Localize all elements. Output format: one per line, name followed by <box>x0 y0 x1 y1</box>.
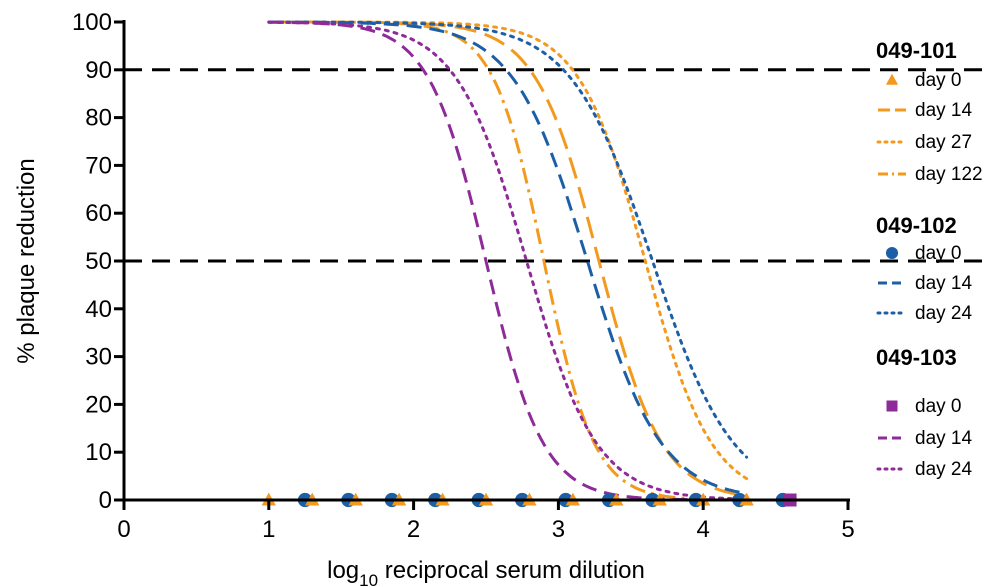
plot-area <box>124 20 988 508</box>
curve-049-101-day-14 <box>268 20 747 498</box>
legend-label: day 14 <box>915 273 972 294</box>
y-tick-label: 60 <box>85 200 112 227</box>
x-tick-label: 0 <box>117 516 130 543</box>
curve-049-101-day-122 <box>268 20 747 502</box>
legend-group-title: 049-101 <box>876 38 957 63</box>
legend: 049-101 day 0 day 14 day 27 day 122 049-102 da… <box>876 38 983 480</box>
y-tick-label: 10 <box>85 439 112 466</box>
legend-label: day 0 <box>915 396 961 417</box>
y-tick-label: 0 <box>99 487 112 514</box>
x-axis-title-rest: reciprocal serum dilution <box>378 557 645 584</box>
legend-label: day 122 <box>915 164 983 185</box>
x-tick-label: 3 <box>552 516 565 543</box>
x-axis-title-prefix: log <box>327 557 359 584</box>
x-axis-title-subscript: 10 <box>359 571 378 587</box>
y-tick-label: 20 <box>85 391 112 418</box>
curve-049-103-day-14 <box>268 20 747 502</box>
x-tick-label: 1 <box>262 516 275 543</box>
legend-group-title: 049-103 <box>876 345 957 370</box>
y-axis-title: % plaque reduction <box>13 158 40 363</box>
legend-marker-square <box>886 400 898 412</box>
curve-049-103-day-24 <box>267 20 749 501</box>
y-tick-label: 70 <box>85 152 112 179</box>
legend-label: day 24 <box>915 303 972 324</box>
curve-049-102-day-24 <box>267 20 749 459</box>
x-tick-label: 5 <box>841 516 854 543</box>
y-tick-label: 90 <box>85 57 112 84</box>
legend-marker-triangle <box>885 73 899 85</box>
legend-label: day 27 <box>915 132 972 153</box>
legend-marker-circle <box>885 246 899 260</box>
legend-label: day 24 <box>915 459 972 480</box>
x-tick-label: 2 <box>407 516 420 543</box>
axes: 0 10 20 30 40 50 60 70 80 90 100 0 1 2 3 4 5 % plaque red… <box>13 9 855 587</box>
y-tick-label: 100 <box>72 9 112 36</box>
legend-label: day 14 <box>915 428 972 449</box>
legend-label: day 0 <box>915 243 961 264</box>
y-tick-label: 80 <box>85 105 112 132</box>
y-tick-label: 40 <box>85 296 112 323</box>
legend-label: day 0 <box>915 70 961 91</box>
curve-049-102-day-14 <box>268 20 747 496</box>
y-tick-label: 50 <box>85 248 112 275</box>
legend-label: day 14 <box>915 100 972 121</box>
x-tick-label: 4 <box>697 516 710 543</box>
y-tick-label: 30 <box>85 344 112 371</box>
curve-049-101-day-27 <box>267 20 749 481</box>
legend-group-title: 049-102 <box>876 213 957 238</box>
x-axis-title: log10 reciprocal serum dilution <box>327 557 645 587</box>
